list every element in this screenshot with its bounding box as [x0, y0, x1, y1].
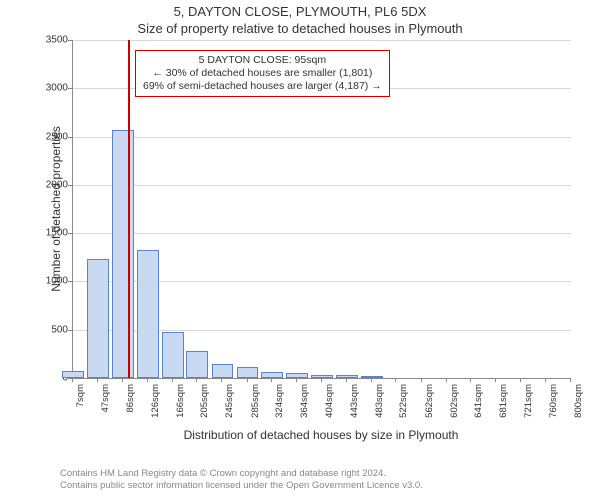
xtick-label: 681sqm [498, 384, 509, 424]
xtick-mark [271, 378, 272, 382]
xtick-label: 443sqm [349, 384, 360, 424]
xtick-label: 641sqm [473, 384, 484, 424]
xtick-label: 285sqm [250, 384, 261, 424]
xtick-label: 721sqm [523, 384, 534, 424]
footer-note: Contains HM Land Registry data © Crown c… [60, 468, 423, 492]
xtick-label: 522sqm [398, 384, 409, 424]
xtick-label: 800sqm [573, 384, 584, 424]
xtick-label: 364sqm [299, 384, 310, 424]
xtick-mark [470, 378, 471, 382]
ytick-mark [68, 40, 72, 41]
gridline [73, 185, 571, 186]
histogram-bar [261, 372, 283, 378]
annotation-box: 5 DAYTON CLOSE: 95sqm← 30% of detached h… [135, 50, 390, 97]
xtick-mark [371, 378, 372, 382]
histogram-bar [237, 367, 259, 378]
gridline [73, 137, 571, 138]
xtick-mark [395, 378, 396, 382]
xtick-mark [545, 378, 546, 382]
xtick-mark [446, 378, 447, 382]
xtick-mark [296, 378, 297, 382]
xtick-mark [520, 378, 521, 382]
xtick-label: 245sqm [224, 384, 235, 424]
ytick-mark [68, 88, 72, 89]
histogram-bar [137, 250, 159, 378]
xtick-label: 483sqm [374, 384, 385, 424]
xtick-mark [196, 378, 197, 382]
xtick-label: 7sqm [75, 384, 86, 424]
xtick-mark [147, 378, 148, 382]
ytick-mark [68, 330, 72, 331]
annotation-line: 5 DAYTON CLOSE: 95sqm [143, 54, 382, 67]
histogram-bar [87, 259, 109, 378]
xtick-mark [570, 378, 571, 382]
plot-area: 5 DAYTON CLOSE: 95sqm← 30% of detached h… [72, 40, 571, 379]
ytick-mark [68, 281, 72, 282]
xtick-label: 205sqm [199, 384, 210, 424]
footer-line2: Contains public sector information licen… [60, 480, 423, 492]
xtick-mark [221, 378, 222, 382]
xtick-label: 47sqm [100, 384, 111, 424]
xtick-label: 166sqm [175, 384, 186, 424]
xtick-label: 404sqm [324, 384, 335, 424]
ytick-label: 3500 [28, 35, 68, 46]
xtick-mark [247, 378, 248, 382]
chart-container: 5 DAYTON CLOSE: 95sqm← 30% of detached h… [60, 40, 580, 410]
annotation-line: ← 30% of detached houses are smaller (1,… [143, 67, 382, 80]
xtick-mark [495, 378, 496, 382]
xtick-label: 602sqm [449, 384, 460, 424]
ytick-mark [68, 185, 72, 186]
address-title: 5, DAYTON CLOSE, PLYMOUTH, PL6 5DX [0, 0, 600, 21]
histogram-bar [62, 371, 84, 378]
histogram-bar [186, 351, 208, 378]
gridline [73, 40, 571, 41]
ytick-label: 500 [28, 324, 68, 335]
property-marker-line [128, 40, 130, 378]
x-axis-label: Distribution of detached houses by size … [72, 428, 570, 442]
histogram-bar [311, 375, 333, 378]
xtick-label: 324sqm [274, 384, 285, 424]
footer-line1: Contains HM Land Registry data © Crown c… [60, 468, 423, 480]
ytick-label: 3000 [28, 83, 68, 94]
subtitle: Size of property relative to detached ho… [0, 21, 600, 38]
xtick-mark [72, 378, 73, 382]
xtick-mark [172, 378, 173, 382]
annotation-line: 69% of semi-detached houses are larger (… [143, 80, 382, 93]
histogram-bar [361, 376, 383, 378]
xtick-mark [97, 378, 98, 382]
ytick-mark [68, 233, 72, 234]
histogram-bar [286, 373, 308, 378]
histogram-bar [212, 364, 234, 378]
xtick-label: 86sqm [125, 384, 136, 424]
xtick-label: 562sqm [424, 384, 435, 424]
xtick-label: 760sqm [548, 384, 559, 424]
ytick-mark [68, 137, 72, 138]
xtick-mark [321, 378, 322, 382]
xtick-label: 126sqm [150, 384, 161, 424]
gridline [73, 233, 571, 234]
xtick-mark [122, 378, 123, 382]
xtick-mark [421, 378, 422, 382]
xtick-mark [346, 378, 347, 382]
histogram-bar [162, 332, 184, 378]
y-axis-label: Number of detached properties [49, 109, 63, 309]
histogram-bar [336, 375, 358, 378]
